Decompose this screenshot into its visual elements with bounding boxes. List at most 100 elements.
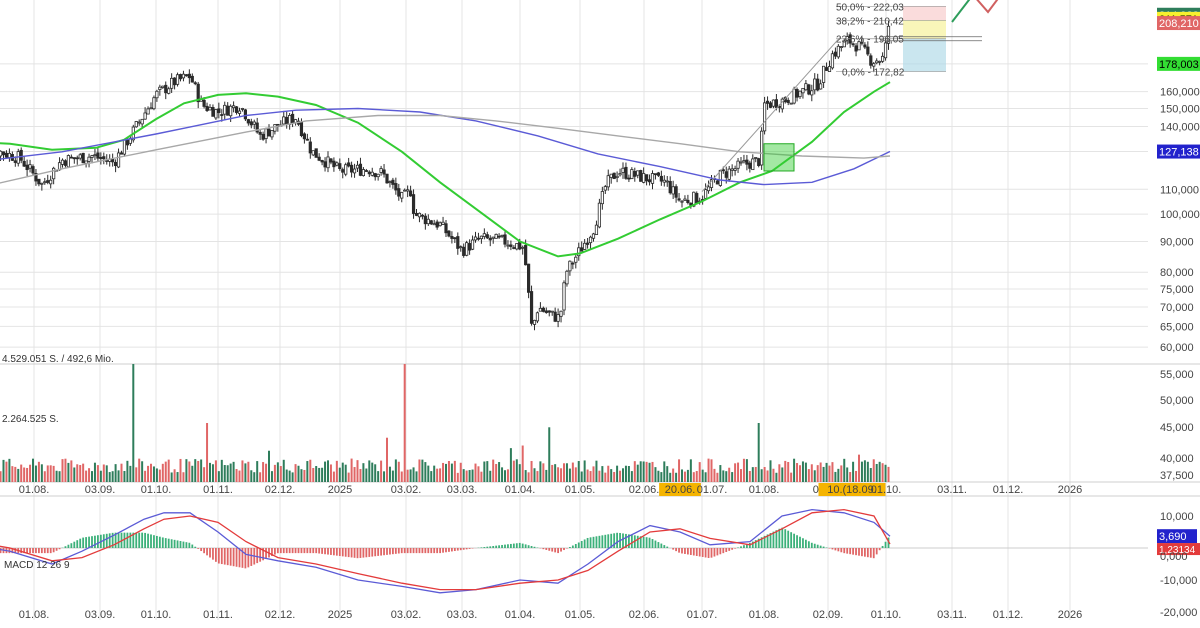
- candle: [344, 162, 348, 177]
- volume-bar: [297, 465, 300, 482]
- candle: [727, 165, 731, 182]
- candle-body: [509, 244, 513, 247]
- volume-bar: [209, 462, 211, 482]
- x-tick-label: 01.11.: [203, 484, 233, 496]
- volume-bar: [111, 471, 114, 482]
- candle: [49, 175, 53, 189]
- highlight-box[interactable]: [763, 143, 795, 172]
- volume-bar: [223, 465, 226, 482]
- candle: [161, 85, 165, 89]
- signal-tag-label: 1,23134: [1159, 545, 1196, 556]
- macd-histogram-bar: [276, 548, 279, 554]
- macd-histogram-bar: [105, 533, 108, 548]
- macd-histogram-bar: [238, 548, 241, 568]
- candle-body: [214, 109, 218, 119]
- macd-histogram-bar: [282, 548, 285, 554]
- volume-bar: [624, 465, 627, 482]
- candle: [326, 151, 330, 173]
- volume-bar: [548, 427, 551, 482]
- volume-bar: [188, 461, 191, 482]
- candle-body: [768, 102, 773, 108]
- macd-histogram-bar: [347, 548, 350, 558]
- candle-body: [181, 73, 186, 79]
- volume-bar: [344, 464, 347, 482]
- candle-body: [636, 170, 640, 176]
- volume-bar: [321, 467, 324, 482]
- trendline[interactable]: [701, 37, 841, 192]
- macd-histogram-bar: [489, 546, 492, 548]
- macd-histogram-bar: [613, 533, 616, 548]
- macd-histogram-bar: [772, 531, 775, 548]
- volume-bar: [607, 465, 610, 482]
- macd-histogram-bar: [156, 535, 158, 548]
- candle-body: [789, 102, 793, 105]
- macd-histogram-bar: [878, 548, 881, 551]
- candle: [217, 102, 221, 119]
- macd-histogram-bar: [88, 536, 90, 548]
- candle: [193, 81, 197, 86]
- arrow-drawing[interactable]: [974, 0, 1000, 14]
- volume-bar: [67, 462, 70, 482]
- candle-body: [804, 83, 808, 91]
- candle-body: [515, 243, 519, 250]
- x-tick-label: 03.03.: [447, 484, 478, 496]
- macd-histogram-bar: [551, 548, 554, 552]
- candle: [391, 177, 395, 189]
- macd-histogram-bar: [244, 548, 247, 569]
- macd-histogram-bar: [0, 548, 2, 554]
- macd-histogram-bar: [601, 535, 604, 548]
- macd-histogram-bar: [592, 536, 595, 548]
- annotations[interactable]: 50,0% - 222,03 38,2% - 210,42 23,6% - 196,…: [701, 0, 1000, 192]
- candle: [264, 127, 268, 144]
- x-tick-label: 01.08.: [19, 484, 50, 496]
- candle: [515, 243, 519, 251]
- candle: [875, 58, 879, 65]
- candle-body: [382, 169, 386, 175]
- volume-bar: [29, 464, 32, 482]
- candle: [22, 156, 26, 168]
- macd-histogram-bar: [852, 548, 854, 555]
- candle: [453, 237, 457, 244]
- candle: [810, 84, 814, 102]
- macd-histogram-bar: [200, 548, 203, 552]
- candle: [642, 167, 646, 184]
- macd-histogram-bar: [521, 543, 524, 548]
- macd-histogram-bar: [82, 537, 85, 548]
- arrow-drawing[interactable]: [951, 0, 972, 23]
- macd-histogram-bar: [507, 544, 509, 548]
- macd-histogram-bar: [866, 548, 869, 558]
- macd-histogram-bar: [451, 548, 453, 552]
- candle: [813, 73, 817, 95]
- volume-bar: [147, 465, 150, 482]
- volume-bar: [751, 467, 754, 482]
- candle: [252, 119, 256, 130]
- volume-bar: [524, 470, 527, 482]
- candle: [96, 147, 100, 161]
- candle-body: [175, 74, 180, 85]
- candle-body: [352, 168, 357, 174]
- candle: [196, 81, 200, 109]
- candle: [597, 198, 602, 229]
- candle-body: [329, 158, 333, 163]
- macd-histogram-bar: [35, 548, 37, 554]
- macd-histogram-bar: [49, 548, 52, 554]
- candle-body: [624, 166, 628, 179]
- candle-body: [146, 108, 150, 115]
- candle: [479, 235, 484, 244]
- volume-bar: [849, 472, 852, 482]
- candle: [624, 162, 628, 180]
- candle-body: [164, 84, 168, 94]
- volume-bar: [872, 459, 875, 482]
- candle-body: [99, 157, 103, 159]
- candle: [842, 39, 846, 48]
- candle-body: [886, 25, 891, 44]
- macd-line: [0, 508, 891, 594]
- volume-bar: [843, 458, 846, 482]
- candle: [450, 231, 454, 244]
- candle-body: [801, 87, 805, 94]
- volume-bar: [99, 470, 102, 482]
- candle-body: [553, 311, 557, 322]
- volume-bar: [557, 467, 560, 482]
- candle-body: [875, 60, 879, 64]
